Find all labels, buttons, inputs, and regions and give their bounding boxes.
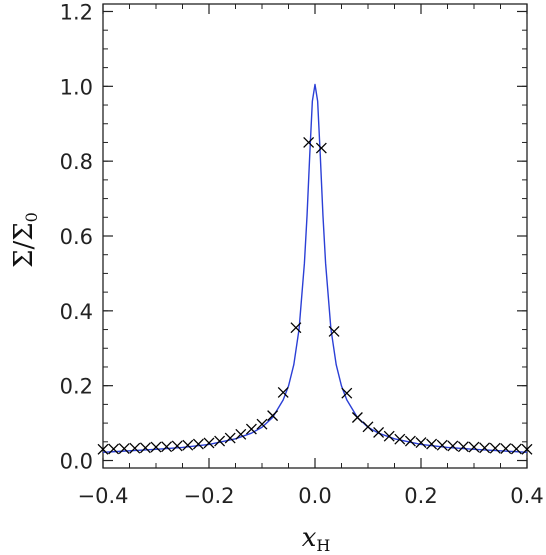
data-point-marker xyxy=(383,430,395,442)
x-axis-title: xH xyxy=(302,523,331,555)
data-point-marker xyxy=(214,435,226,447)
y-axis-title-main: Σ/Σ xyxy=(9,222,39,268)
data-point-marker xyxy=(362,421,374,433)
y-axis-ticks: 0.0 0.2 0.4 0.6 0.8 1.0 1.2 xyxy=(60,0,527,474)
y-tick-label: 1.0 xyxy=(60,75,93,99)
x-axis-title-main: x xyxy=(302,523,317,553)
y-axis-title: Σ/Σ0 xyxy=(9,212,41,268)
data-point-marker xyxy=(468,441,480,453)
data-point-marker xyxy=(436,439,448,451)
data-point-marker xyxy=(256,418,268,430)
data-point-marker xyxy=(521,443,533,455)
plot-border xyxy=(102,3,528,469)
data-point-marker xyxy=(245,423,257,435)
y-tick-label: 0.2 xyxy=(60,375,93,399)
data-point-marker xyxy=(129,442,141,454)
y-tick-label: 0.4 xyxy=(60,300,93,324)
plot-frame xyxy=(102,3,528,469)
y-tick-label: 0.0 xyxy=(60,450,93,474)
x-tick-label: −0.4 xyxy=(78,484,129,508)
data-point-marker xyxy=(341,387,353,399)
data-point-marker xyxy=(328,325,340,337)
data-point-marker xyxy=(303,136,315,148)
series-layer xyxy=(97,83,533,455)
data-point-marker xyxy=(489,442,501,454)
data-point-marker xyxy=(290,322,302,334)
data-point-marker xyxy=(235,428,247,440)
data-point-marker xyxy=(150,441,162,453)
x-tick-label: −0.2 xyxy=(184,484,235,508)
y-tick-label: 0.6 xyxy=(60,225,93,249)
data-point-marker xyxy=(373,426,385,438)
data-point-marker xyxy=(315,142,327,154)
data-point-marker xyxy=(224,432,236,444)
data-point-marker xyxy=(192,438,204,450)
data-point-marker xyxy=(457,441,469,453)
y-tick-label: 0.8 xyxy=(60,150,93,174)
data-point-marker xyxy=(161,441,173,453)
data-point-marker xyxy=(97,443,109,455)
data-point-marker xyxy=(267,410,279,422)
data-point-marker xyxy=(182,439,194,451)
x-axis-title-sub: H xyxy=(316,536,330,555)
x-tick-label: 0.4 xyxy=(510,484,543,508)
data-point-marker xyxy=(394,433,406,445)
data-point-marker xyxy=(479,442,491,454)
data-point-marker xyxy=(500,443,512,455)
data-point-marker xyxy=(171,440,183,452)
data-point-marker xyxy=(118,443,130,455)
x-axis-ticks: −0.4 −0.2 0.0 0.2 0.4 xyxy=(78,4,544,508)
data-point-marker xyxy=(139,442,151,454)
model-curve-line xyxy=(102,83,528,453)
data-point-marker xyxy=(510,443,522,455)
y-tick-label: 1.2 xyxy=(60,0,93,24)
data-point-marker xyxy=(447,440,459,452)
y-axis-title-sub: 0 xyxy=(22,212,41,222)
data-point-marker xyxy=(351,412,363,423)
data-point-marker xyxy=(108,443,120,455)
x-tick-label: 0.0 xyxy=(298,484,331,508)
data-point-marker xyxy=(415,437,427,449)
data-point-marker xyxy=(404,435,416,447)
data-point-marker xyxy=(277,386,289,398)
x-tick-label: 0.2 xyxy=(404,484,437,508)
data-point-marker xyxy=(203,437,215,449)
data-point-marker xyxy=(426,438,438,450)
